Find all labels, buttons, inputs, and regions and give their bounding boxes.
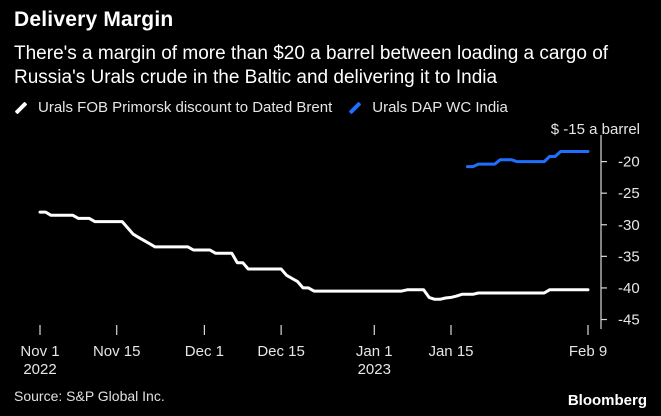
y-tick-label: -45 [618, 312, 640, 329]
legend-item-dap: Urals DAP WC India [348, 99, 508, 116]
y-tick-label: -40 [618, 280, 640, 297]
legend: Urals FOB Primorsk discount to Dated Bre… [14, 99, 524, 116]
y-tick-label: -30 [618, 217, 640, 234]
x-tick-year-label: 2022 [23, 361, 56, 378]
x-tick-year-label: 2023 [358, 361, 391, 378]
y-tick-label: -25 [618, 185, 640, 202]
x-tick-label: Jan 1 [356, 343, 393, 360]
source-note: Source: S&P Global Inc. [14, 388, 165, 404]
bloomberg-logo: Bloomberg [567, 392, 647, 409]
x-tick-label: Jan 15 [428, 343, 473, 360]
y-tick-label: -35 [618, 248, 640, 265]
x-tick-label: Dec 1 [185, 343, 224, 360]
chart-title: Delivery Margin [14, 8, 174, 31]
legend-label-fob: Urals FOB Primorsk discount to Dated Bre… [38, 99, 333, 116]
chart-subtitle: There's a margin of more than $20 a barr… [14, 43, 609, 88]
x-tick-label: Dec 15 [257, 343, 305, 360]
legend-item-fob: Urals FOB Primorsk discount to Dated Bre… [14, 99, 332, 116]
y-axis-unit-label: $ -15 a barrel [551, 121, 640, 138]
y-tick-label: -20 [618, 154, 640, 171]
legend-label-dap: Urals DAP WC India [372, 99, 508, 116]
x-tick-label: Feb 9 [569, 343, 607, 360]
series-line-dap [465, 150, 590, 169]
x-tick-label: Nov 15 [93, 343, 141, 360]
series-line-fob [38, 210, 590, 301]
x-tick-label: Nov 1 [20, 343, 59, 360]
